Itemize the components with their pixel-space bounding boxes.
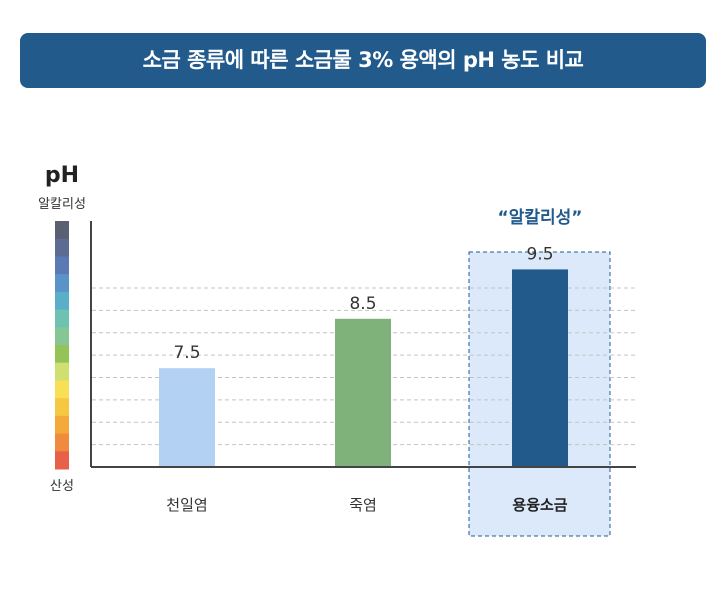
value-label-2: 8.5 [349, 294, 376, 314]
bar-2 [335, 318, 391, 467]
chart-title: 소금 종류에 따른 소금물 3% 용액의 pH 농도 비교 [20, 33, 706, 88]
ph-scale-segment [55, 291, 69, 311]
scale-bottom-label: 산성 [50, 479, 74, 494]
ph-scale-segment [55, 256, 69, 275]
ph-scale-segment [55, 345, 69, 364]
ph-scale-segment [55, 380, 69, 399]
ph-scale-segment [55, 433, 69, 452]
value-label-3: 9.5 [526, 244, 553, 264]
ph-scale-segment [55, 221, 69, 240]
ph-scale-segment [55, 238, 69, 257]
ph-scale-segment [55, 362, 69, 381]
scale-top-label: 알칼리성 [38, 197, 86, 212]
category-label-1: 천일염 [166, 496, 207, 514]
highlight-label: “알칼리성” [498, 208, 583, 228]
bars: 7.5 천일염 8.5 죽염 9.5 용융소금 [159, 244, 568, 514]
ph-scale-segment [55, 327, 69, 346]
bar-3 [512, 269, 568, 467]
ph-scale-segment [55, 309, 69, 328]
ph-scale-segment [55, 451, 69, 470]
ph-scale-segment [55, 415, 69, 435]
category-label-3: 용융소금 [512, 496, 567, 514]
bar-1 [159, 368, 215, 467]
value-label-1: 7.5 [173, 343, 200, 363]
ph-scale-segment [55, 274, 69, 293]
ph-scale-segment [55, 398, 69, 417]
ph-color-scale [55, 221, 69, 470]
y-axis-label: pH [45, 163, 79, 188]
category-label-2: 죽염 [349, 496, 377, 514]
